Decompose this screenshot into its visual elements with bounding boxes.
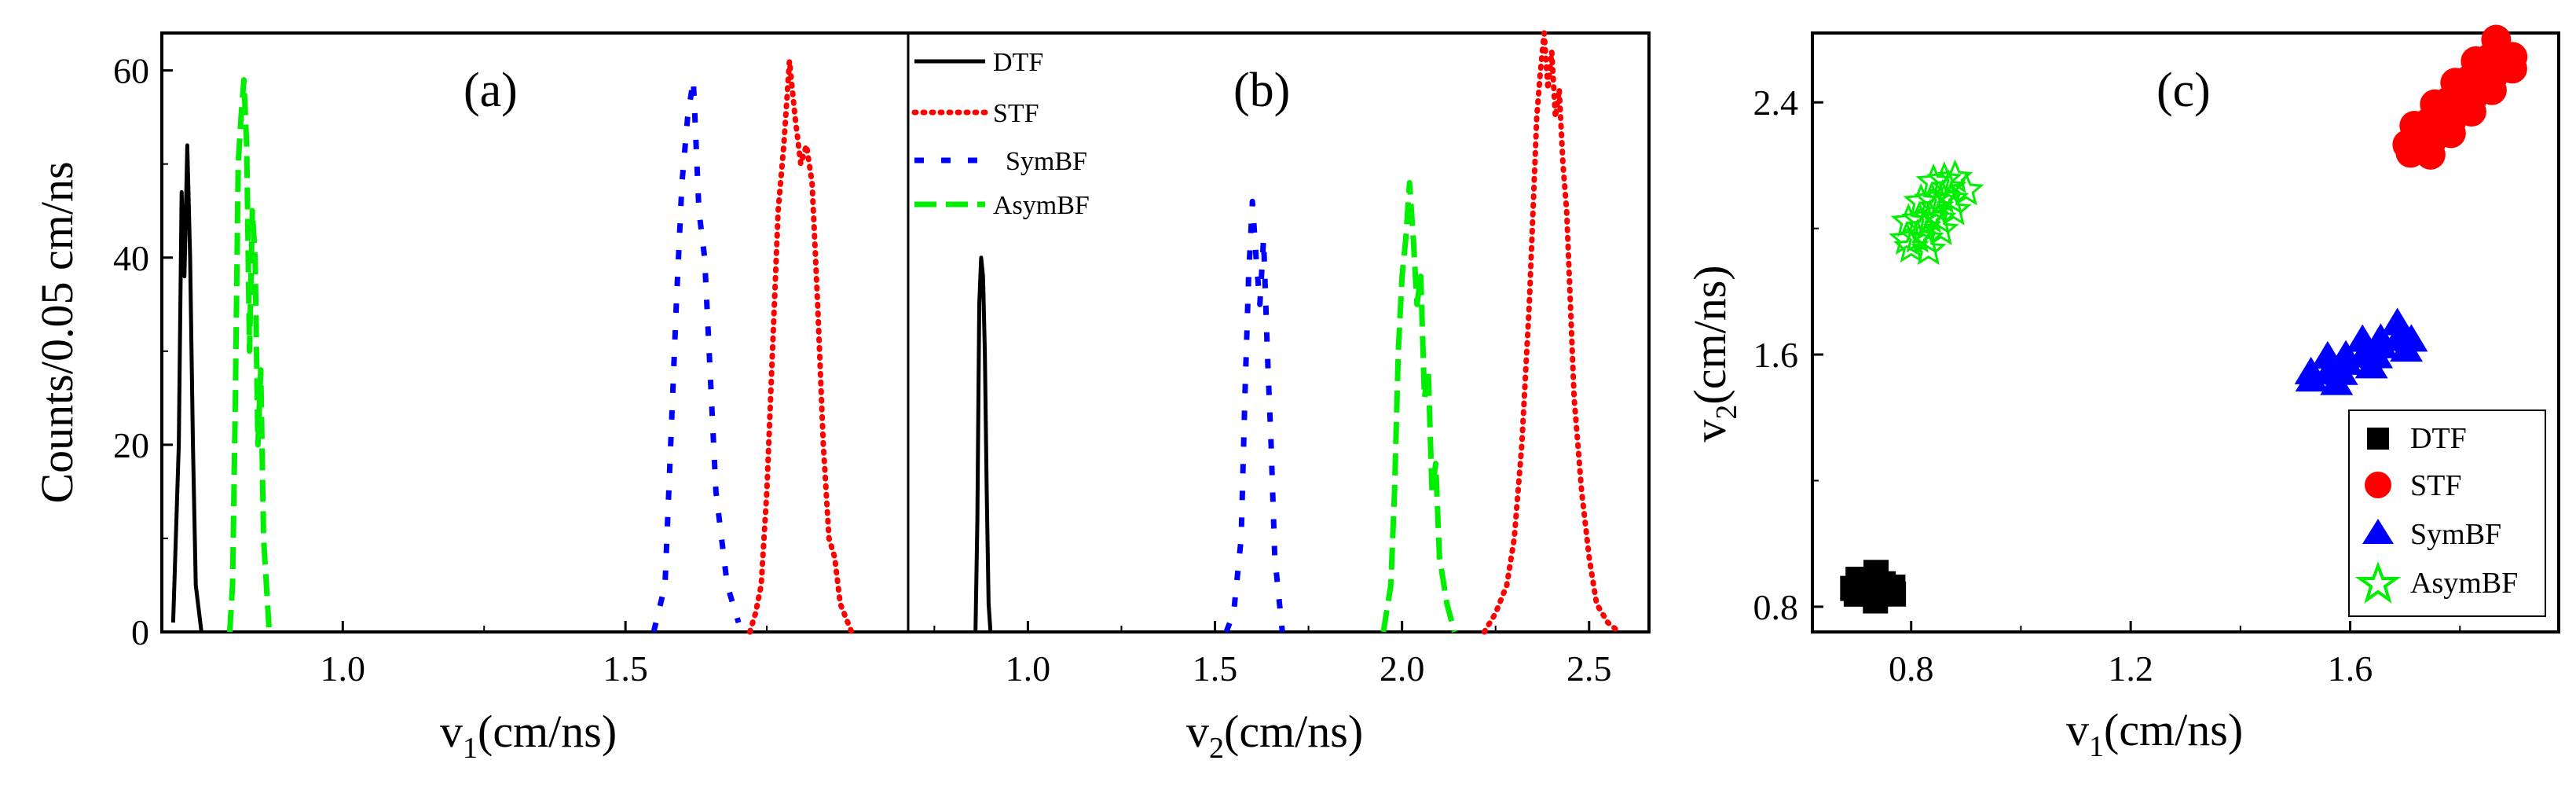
panel-c-dtf-point (1863, 560, 1889, 586)
legend-c-stf-label: STF (2410, 469, 2461, 502)
y-tick-label: 0 (131, 612, 149, 652)
y-axis-label-c-unit: (cm/ns) (1684, 265, 1735, 404)
plot-frame-ab (160, 31, 1651, 634)
panel-b-series (973, 30, 1622, 635)
panel-b-x-tick-label: 2.5 (1566, 648, 1612, 689)
panel-b-label: (b) (1233, 64, 1290, 117)
panel-a-x-tick-label: 1.0 (321, 648, 366, 689)
panel-c-stf-point (2481, 24, 2512, 55)
panel-a-symbf-line (650, 77, 742, 633)
y-axis-label-c-main: v (1684, 420, 1735, 443)
x-axis-label-c-sub: 1 (2089, 730, 2104, 763)
x-axis-label-c-main: v (2066, 704, 2089, 755)
y-axis-label-c: v2(cm/ns) (1684, 265, 1743, 442)
panel-c-x-tick-label: 1.6 (2328, 648, 2373, 689)
legend-b-asymbf-label: AsymBF (993, 191, 1090, 220)
legend-b-dtf-label: DTF (993, 48, 1043, 77)
x-axis-label-b-sub: 2 (1209, 732, 1224, 765)
panel-a-ticks: 1.0 1.5 (200, 621, 909, 689)
y-axis-label-c-sub: 2 (1710, 405, 1743, 420)
panel-a-stf-line (747, 58, 855, 635)
panel-c-y-tick-label: 0.8 (1753, 587, 1799, 627)
panel-c-ticks: 0.8 1.2 1.6 0.8 1.6 2.4 (1753, 83, 2461, 689)
panel-c-points (1840, 24, 2528, 614)
legend-c-symbf-label: SymBF (2410, 518, 2501, 551)
panel-b-x-tick-label: 2.0 (1380, 648, 1425, 689)
legend-c-symbf-marker (2362, 519, 2394, 544)
panel-b-dtf-line (973, 255, 993, 633)
x-axis-label-a-main: v (440, 706, 463, 757)
legend-c-dtf-marker (2367, 428, 2389, 450)
legend-b: DTF STF SymBF AsymBF (911, 48, 1090, 220)
legend-c-dtf-label: DTF (2410, 422, 2467, 455)
x-axis-label-b: v2(cm/ns) (1186, 706, 1363, 765)
panel-c-x-tick-label: 1.2 (2108, 648, 2153, 689)
y-tick-label: 20 (113, 425, 149, 465)
y-axis-label-ab: Counts/0.05 cm/ns (31, 161, 82, 503)
x-axis-label-c: v1(cm/ns) (2066, 704, 2243, 763)
panel-a-series (170, 58, 855, 635)
panel-c-asymbf-point (1926, 161, 1962, 196)
panel-b-symbf-line (1223, 198, 1285, 634)
panel-c-y-tick-label: 2.4 (1753, 83, 1799, 123)
panel-a-x-tick-label: 1.5 (603, 648, 648, 689)
x-axis-label-a-sub: 1 (463, 732, 478, 765)
panels-ab: 1.0 1.5 1.0 1.5 2.0 2.5 0 20 40 60 (a) (b) Coun… (31, 30, 1651, 765)
panel-c-symbf-point (2395, 324, 2428, 352)
panel-b-stf-line (1481, 30, 1622, 635)
legend-c-asymbf-label: AsymBF (2410, 567, 2518, 600)
y-tick-label: 60 (113, 51, 149, 91)
panel-c-label: (c) (2156, 64, 2211, 117)
panel-b-asymbf-line (1380, 180, 1457, 633)
panel-a-asymbf-line (226, 77, 273, 633)
legend-c: DTF STF SymBF AsymBF (2348, 410, 2546, 617)
panel-a-dtf-line (170, 143, 203, 633)
x-axis-label-b-unit: (cm/ns) (1224, 706, 1363, 757)
panel-b-x-tick-label: 1.5 (1193, 648, 1238, 689)
legend-b-stf-label: STF (993, 99, 1039, 128)
x-axis-label-a: v1(cm/ns) (440, 706, 617, 765)
panel-c-y-tick-label: 1.6 (1753, 335, 1799, 375)
panel-b-ticks: 1.0 1.5 2.0 2.5 (933, 621, 1612, 689)
y-tick-label: 40 (113, 238, 149, 278)
panel-c-x-tick-label: 0.8 (1889, 648, 1934, 689)
panel-c-symbf-point (2380, 307, 2414, 336)
legend-c-stf-marker (2365, 472, 2391, 498)
panel-b-x-tick-label: 1.0 (1006, 648, 1051, 689)
panel-a-label: (a) (464, 64, 518, 117)
legend-b-symbf-label: SymBF (1006, 147, 1087, 176)
x-axis-label-c-unit: (cm/ns) (2104, 704, 2243, 755)
x-axis-label-a-unit: (cm/ns) (478, 706, 617, 757)
panel-c: 0.8 1.2 1.60.81.62.4 (c) v1(cm/ns) v2(cm/n… (1684, 24, 2560, 763)
plot-frame-c (1811, 31, 2560, 634)
panel-c-asymbf-point (1937, 159, 1973, 193)
x-axis-label-b-main: v (1186, 706, 1209, 757)
panel-ab-y-ticks: 0 20 40 60 (113, 51, 173, 652)
legend-c-asymbf-marker (2354, 561, 2402, 604)
